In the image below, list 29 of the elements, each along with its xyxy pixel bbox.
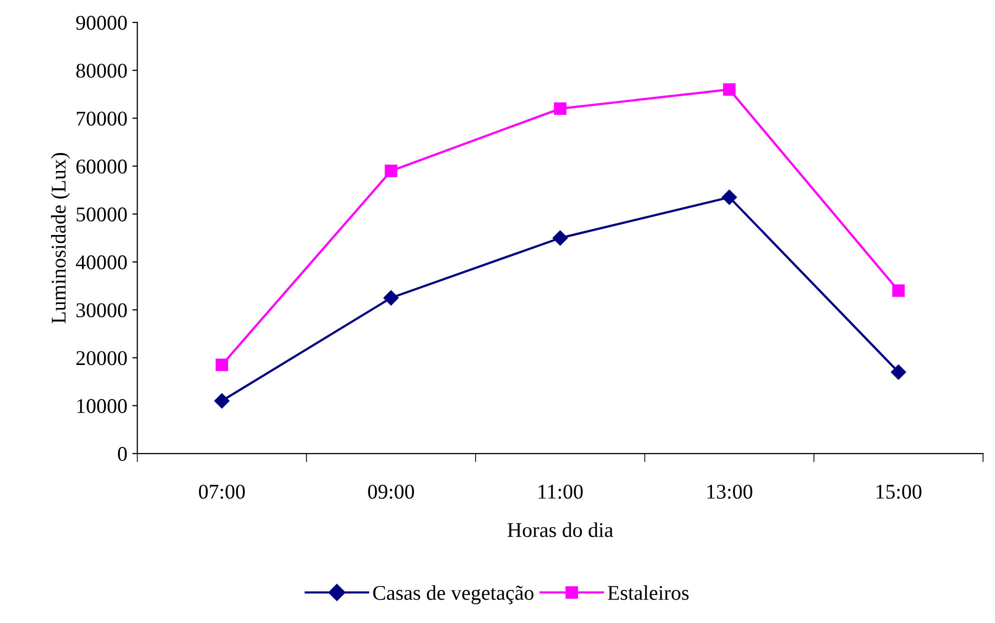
point [216, 358, 228, 372]
y-axis-title: Luminosidade (Lux) [51, 152, 70, 324]
point [554, 102, 566, 115]
y-tick-label: 60000 [76, 160, 127, 174]
x-tick-label: 15:00 [876, 484, 922, 499]
point [214, 393, 230, 408]
y-tick-label: 10000 [77, 399, 127, 414]
x-axis-title: Horas do dia [508, 522, 614, 538]
x-tick-label: 11:00 [538, 484, 583, 499]
point [383, 290, 399, 306]
y-tick-label: 50000 [76, 207, 127, 222]
y-tick-label: 0 [118, 446, 127, 461]
y-tick-label: 70000 [76, 112, 127, 126]
y-tick-label: 90000 [76, 16, 127, 30]
x-tick-label: 07:00 [198, 484, 245, 499]
point [892, 284, 905, 297]
point [723, 83, 736, 96]
y-tick-label: 20000 [76, 351, 127, 366]
point [384, 164, 398, 178]
x-tick-label: 13:00 [707, 484, 752, 499]
legend-label: Estaleiros [608, 585, 689, 600]
y-tick-label: 40000 [76, 255, 127, 270]
point [722, 190, 737, 205]
y-tick-label: 80000 [76, 64, 127, 78]
y-tick-label: 30000 [76, 303, 127, 318]
x-tick-label: 09:00 [368, 484, 414, 499]
point [890, 364, 906, 380]
legend-label: Casas de vegetação [373, 585, 534, 604]
point [552, 230, 568, 246]
